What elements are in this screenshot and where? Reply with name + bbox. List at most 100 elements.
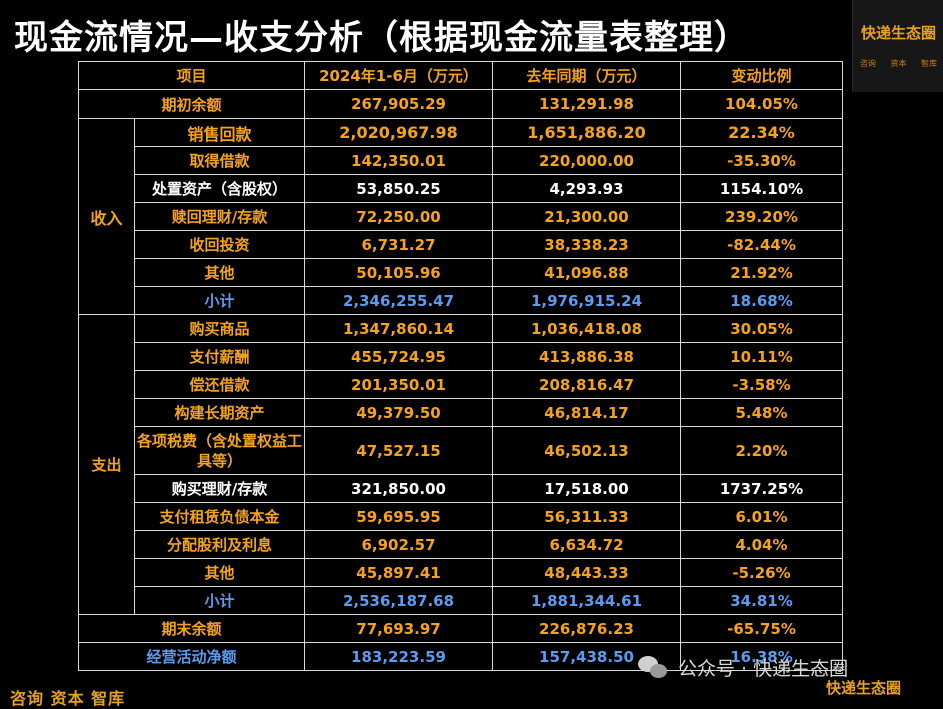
- row-prior: 17,518.00: [492, 474, 681, 503]
- row-label: 其他: [134, 258, 305, 287]
- subtotal-current: 2,346,255.47: [304, 286, 493, 315]
- row-label: 赎回理财/存款: [134, 202, 305, 231]
- expense-group-label: 支出: [78, 314, 135, 615]
- header-item: 项目: [78, 61, 305, 90]
- header-prior: 去年同期（万元）: [492, 61, 681, 90]
- subtotal-change: 34.81%: [680, 586, 843, 615]
- subtotal-change: 18.68%: [680, 286, 843, 315]
- expense-row: 偿还借款 201,350.01 208,816.47 -3.58%: [79, 370, 843, 399]
- closing-current: 77,693.97: [304, 614, 493, 643]
- row-prior: 46,502.13: [492, 426, 681, 475]
- income-row: 赎回理财/存款 72,250.00 21,300.00 239.20%: [79, 202, 843, 231]
- expense-row: 支付租赁负债本金 59,695.95 56,311.33 6.01%: [79, 502, 843, 531]
- cash-flow-table: 项目 2024年1-6月（万元） 去年同期（万元） 变动比例 期初余额 267,…: [78, 61, 843, 671]
- row-prior: 56,311.33: [492, 502, 681, 531]
- subtotal-prior: 1,976,915.24: [492, 286, 681, 315]
- expense-row: 购买理财/存款 321,850.00 17,518.00 1737.25%: [79, 474, 843, 503]
- row-label: 收回投资: [134, 230, 305, 259]
- row-current: 50,105.96: [304, 258, 493, 287]
- row-label: 购买商品: [134, 314, 305, 343]
- row-change: 30.05%: [680, 314, 843, 343]
- row-prior: 46,814.17: [492, 398, 681, 427]
- row-prior: 41,096.88: [492, 258, 681, 287]
- brand-logo: 快递生态圈 咨询 资本 智库: [852, 0, 943, 92]
- row-current: 201,350.01: [304, 370, 493, 399]
- row-current: 49,379.50: [304, 398, 493, 427]
- footer-tagline: 咨询 资本 智库: [10, 689, 126, 708]
- row-current: 6,902.57: [304, 530, 493, 559]
- row-current: 142,350.01: [304, 146, 493, 175]
- row-change: 10.11%: [680, 342, 843, 371]
- row-current: 6,731.27: [304, 230, 493, 259]
- income-group-label: 收入: [78, 118, 135, 315]
- row-label: 销售回款: [134, 118, 305, 147]
- watermark-text: 公众号 · 快递生态圈: [678, 658, 849, 680]
- row-label: 构建长期资产: [134, 398, 305, 427]
- row-prior: 413,886.38: [492, 342, 681, 371]
- row-prior: 21,300.00: [492, 202, 681, 231]
- row-label: 各项税费（含处置权益工具等）: [134, 426, 305, 475]
- income-row: 处置资产（含股权） 53,850.25 4,293.93 1154.10%: [79, 174, 843, 203]
- row-change: 22.34%: [680, 118, 843, 147]
- page-title: 现金流情况—收支分析（根据现金流量表整理）: [14, 18, 749, 58]
- opening-current: 267,905.29: [304, 89, 493, 119]
- income-row: 其他 50,105.96 41,096.88 21.92%: [79, 258, 843, 287]
- row-change: -35.30%: [680, 146, 843, 175]
- footer-brand: 快递生态圈: [826, 679, 902, 697]
- row-current: 2,020,967.98: [304, 118, 493, 147]
- row-label: 偿还借款: [134, 370, 305, 399]
- income-row: 收入 销售回款 2,020,967.98 1,651,886.20 22.34%: [78, 118, 843, 315]
- row-current: 455,724.95: [304, 342, 493, 371]
- row-change: 1154.10%: [680, 174, 843, 203]
- income-row: 收回投资 6,731.27 38,338.23 -82.44%: [79, 230, 843, 259]
- subtotal-current: 2,536,187.68: [304, 586, 493, 615]
- logo-text: 快递生态圈: [860, 24, 936, 42]
- row-prior: 220,000.00: [492, 146, 681, 175]
- row-change: 2.20%: [680, 426, 843, 475]
- expense-row: 支出 购买商品 1,347,860.14 1,036,418.08 30.05%: [78, 314, 843, 615]
- expense-row: 各项税费（含处置权益工具等） 47,527.15 46,502.13 2.20%: [79, 426, 843, 475]
- row-change: 6.01%: [680, 502, 843, 531]
- subtotal-label: 小计: [134, 286, 305, 315]
- row-current: 59,695.95: [304, 502, 493, 531]
- opening-change: 104.05%: [680, 89, 843, 119]
- row-current: 1,347,860.14: [304, 314, 493, 343]
- closing-prior: 226,876.23: [492, 614, 681, 643]
- row-current: 45,897.41: [304, 558, 493, 587]
- expense-row: 分配股利及利息 6,902.57 6,634.72 4.04%: [79, 530, 843, 559]
- operating-label: 经营活动净额: [78, 642, 305, 671]
- row-prior: 1,651,886.20: [492, 118, 681, 147]
- operating-net-row: 经营活动净额 183,223.59 157,438.50 16.38%: [78, 642, 843, 671]
- closing-label: 期末余额: [78, 614, 305, 643]
- row-label: 购买理财/存款: [134, 474, 305, 503]
- row-prior: 208,816.47: [492, 370, 681, 399]
- header-current: 2024年1-6月（万元）: [304, 61, 493, 90]
- header-row: 项目 2024年1-6月（万元） 去年同期（万元） 变动比例: [78, 61, 843, 90]
- row-change: 21.92%: [680, 258, 843, 287]
- row-label: 分配股利及利息: [134, 530, 305, 559]
- expense-row: 构建长期资产 49,379.50 46,814.17 5.48%: [79, 398, 843, 427]
- row-current: 47,527.15: [304, 426, 493, 475]
- row-prior: 48,443.33: [492, 558, 681, 587]
- income-subtotal-row: 小计 2,346,255.47 1,976,915.24 18.68%: [79, 286, 843, 315]
- row-prior: 6,634.72: [492, 530, 681, 559]
- subtotal-prior: 1,881,344.61: [492, 586, 681, 615]
- row-prior: 38,338.23: [492, 230, 681, 259]
- row-change: -3.58%: [680, 370, 843, 399]
- row-label: 取得借款: [134, 146, 305, 175]
- row-prior: 4,293.93: [492, 174, 681, 203]
- operating-current: 183,223.59: [304, 642, 493, 671]
- wechat-icon: [638, 655, 670, 681]
- closing-balance-row: 期末余额 77,693.97 226,876.23 -65.75%: [78, 614, 843, 643]
- operating-change: 16.38%: [680, 642, 843, 671]
- row-change: 239.20%: [680, 202, 843, 231]
- closing-change: -65.75%: [680, 614, 843, 643]
- logo-subtitle: 咨询 资本 智库: [859, 59, 938, 68]
- row-current: 72,250.00: [304, 202, 493, 231]
- row-label: 支付薪酬: [134, 342, 305, 371]
- row-change: 1737.25%: [680, 474, 843, 503]
- wechat-watermark: 公众号 · 快递生态圈: [638, 654, 848, 681]
- row-change: -82.44%: [680, 230, 843, 259]
- row-change: 5.48%: [680, 398, 843, 427]
- opening-label: 期初余额: [78, 89, 305, 119]
